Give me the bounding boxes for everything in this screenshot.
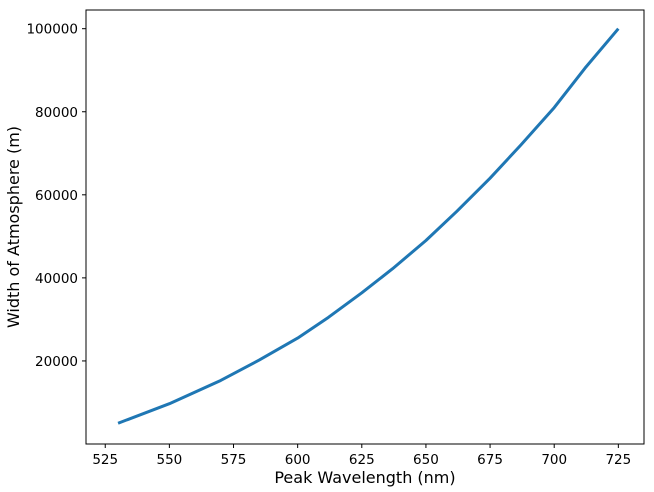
x-tick-label: 700 bbox=[541, 452, 567, 468]
x-tick-label: 650 bbox=[413, 452, 439, 468]
series-line bbox=[117, 27, 620, 425]
x-tick-label: 675 bbox=[477, 452, 503, 468]
x-tick-label: 550 bbox=[156, 452, 182, 468]
x-tick-label: 525 bbox=[92, 452, 118, 468]
y-tick-label: 40000 bbox=[35, 271, 78, 287]
y-tick-label: 20000 bbox=[35, 354, 78, 370]
x-tick-label: 625 bbox=[349, 452, 375, 468]
y-axis: 20000 40000 60000 80000 100000 bbox=[26, 22, 86, 370]
x-axis: 525 550 575 600 625 650 675 700 725 bbox=[92, 444, 631, 468]
x-axis-label: Peak Wavelength (nm) bbox=[274, 468, 455, 487]
y-axis-label: Width of Atmosphere (m) bbox=[4, 126, 23, 328]
plot-area bbox=[86, 10, 644, 444]
plot-frame bbox=[85, 9, 645, 445]
x-tick-label: 725 bbox=[605, 452, 631, 468]
y-tick-label: 60000 bbox=[35, 188, 78, 204]
x-tick-label: 575 bbox=[221, 452, 247, 468]
x-tick-label: 600 bbox=[285, 452, 311, 468]
y-tick-label: 100000 bbox=[26, 22, 78, 38]
y-tick-label: 80000 bbox=[35, 105, 78, 121]
